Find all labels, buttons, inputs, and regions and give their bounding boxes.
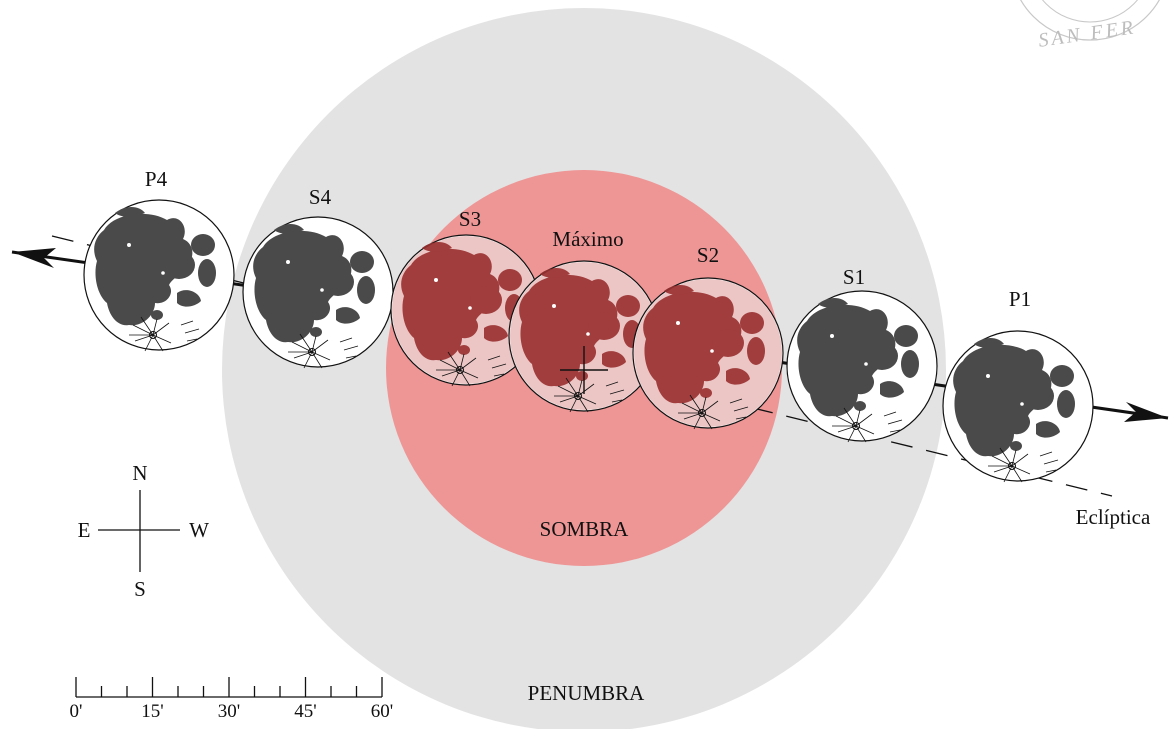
seal-inner-ring — [1041, 0, 1139, 23]
moon-crater — [434, 278, 438, 282]
moon-S3 — [390, 234, 542, 387]
compass-north-label: N — [132, 461, 147, 485]
moon-crater — [676, 321, 680, 325]
moon-eclipse-tint — [510, 262, 658, 410]
moon-crater — [586, 332, 590, 336]
moon-P1 — [942, 330, 1094, 483]
phase-label-S3: S3 — [459, 207, 481, 231]
compass-south-label: S — [134, 577, 146, 601]
moon-crater — [986, 374, 990, 378]
moon-crater — [710, 349, 714, 353]
moon-crater — [830, 334, 834, 338]
moon-path-arrow-east — [1124, 402, 1168, 422]
moon-crater — [552, 304, 556, 308]
moon-crater — [286, 260, 290, 264]
compass-west-label: W — [189, 518, 209, 542]
observatory-seal-watermark: SAN FER — [1020, 0, 1160, 52]
penumbra-label: PENUMBRA — [528, 681, 646, 705]
phase-label-S1: S1 — [843, 265, 865, 289]
moon-eclipse-tint — [392, 236, 540, 384]
moon-crater — [161, 271, 165, 275]
moon-crater — [1020, 402, 1024, 406]
moon-crater — [468, 306, 472, 310]
ecliptic-label: Eclíptica — [1076, 505, 1151, 529]
umbra-label: SOMBRA — [540, 517, 630, 541]
phase-label-S2: S2 — [697, 243, 719, 267]
scale-tick-label: 30' — [218, 701, 240, 722]
shadow-center-cross — [560, 346, 608, 394]
scale-bar: 0' 15' 30' 45' 60' — [70, 677, 393, 722]
moon-P4 — [83, 199, 235, 352]
moon-crater — [127, 243, 131, 247]
moon-crater — [320, 288, 324, 292]
compass: N S E W — [78, 461, 210, 601]
phase-label-S4: S4 — [309, 185, 332, 209]
scale-tick-label: 60' — [371, 701, 393, 722]
scale-tick-label: 15' — [141, 701, 163, 722]
phase-label-max: Máximo — [552, 227, 623, 251]
moon-crater — [864, 362, 868, 366]
seal-outer-ring — [1020, 0, 1160, 41]
phase-label-P1: P1 — [1009, 287, 1031, 311]
moon-max — [508, 260, 660, 413]
scale-tick-label: 45' — [294, 701, 316, 722]
moon-eclipse-tint — [634, 279, 782, 427]
moon-S4 — [242, 216, 394, 369]
compass-east-label: E — [78, 518, 91, 542]
moon-path-arrow-west — [12, 248, 56, 268]
phase-label-P4: P4 — [145, 167, 168, 191]
scale-tick-label: 0' — [70, 701, 83, 722]
moon-S1 — [786, 290, 938, 443]
moon-S2 — [632, 277, 784, 430]
